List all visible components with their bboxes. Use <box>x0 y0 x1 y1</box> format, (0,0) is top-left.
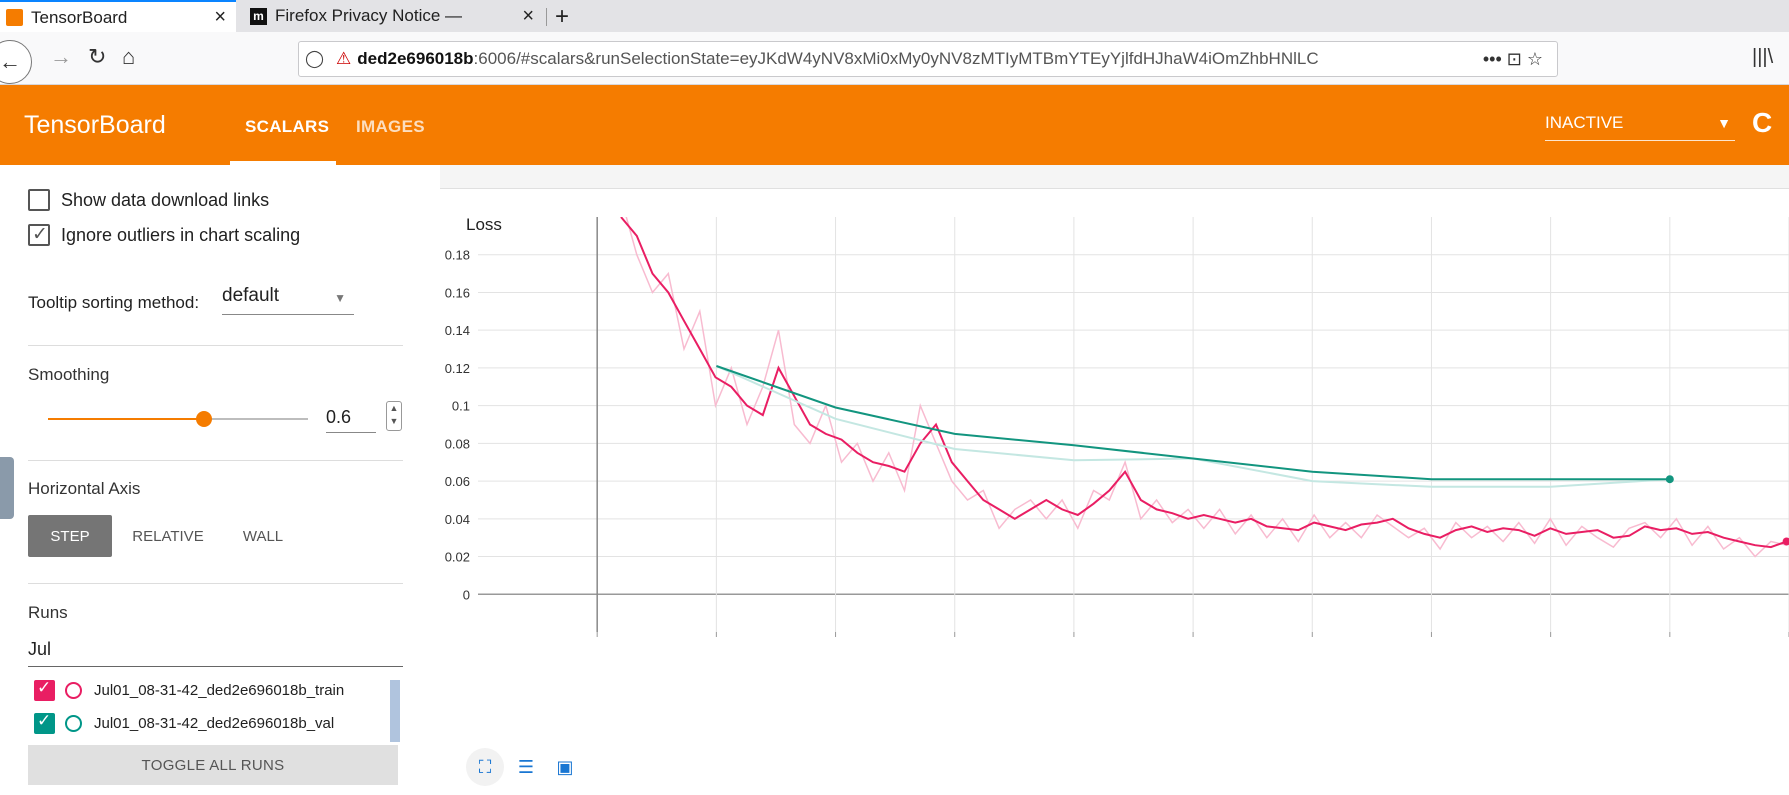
select-caret-icon: ▼ <box>334 291 346 305</box>
tab-title: TensorBoard <box>31 7 128 27</box>
y-tick-label: 0.08 <box>445 436 470 451</box>
chart-title: Loss <box>466 215 502 234</box>
library-icon[interactable]: |||\ <box>1752 46 1774 68</box>
dropdown-label: INACTIVE <box>1545 113 1624 132</box>
tab-scalars[interactable]: SCALARS <box>245 117 330 136</box>
smoothing-slider-track[interactable] <box>205 418 308 420</box>
runs-filter-input[interactable]: Jul <box>28 633 403 667</box>
run-item-val[interactable]: Jul01_08-31-42_ded2e696018b_val <box>34 711 335 734</box>
y-tick-label: 0.14 <box>445 323 470 338</box>
ignore-outliers-label: Ignore outliers in chart scaling <box>61 225 301 245</box>
mozilla-favicon-icon: m <box>250 7 267 25</box>
spin-up-icon[interactable]: ▲ <box>389 403 399 413</box>
fit-domain-icon[interactable]: ⛶ <box>466 748 504 786</box>
divider <box>28 583 403 584</box>
back-button[interactable]: ← <box>0 40 32 84</box>
y-tick-label: 0.04 <box>445 512 470 527</box>
tab-separator <box>546 8 547 26</box>
reload-page-button[interactable]: ↻ <box>88 44 107 69</box>
page-actions[interactable]: ••• ⊡ ☆ <box>1482 48 1543 69</box>
active-tab-indicator <box>230 161 336 165</box>
smoothing-value-input[interactable]: 0.6 <box>326 403 376 433</box>
app-title: TensorBoard <box>24 111 166 139</box>
y-tick-label: 0.1 <box>452 399 470 414</box>
val-smoothed-line <box>716 365 1670 481</box>
train-last-point <box>1782 537 1789 546</box>
tab-images[interactable]: IMAGES <box>356 117 425 136</box>
toggle-all-runs-button[interactable]: TOGGLE ALL RUNS <box>28 745 398 785</box>
y-tick-label: 0.12 <box>445 361 470 376</box>
run-train-label: Jul01_08-31-42_ded2e696018b_train <box>94 682 345 699</box>
show-download-links-checkbox[interactable] <box>28 189 50 211</box>
run-item-train[interactable]: Jul01_08-31-42_ded2e696018b_train <box>34 678 345 701</box>
expand-chart-icon[interactable]: ▣ <box>556 756 574 777</box>
val-last-point <box>1665 475 1674 484</box>
smoothing-label: Smoothing <box>28 365 110 384</box>
divider <box>28 460 403 461</box>
browser-tab-bar: TensorBoard × m Firefox Privacy Notice —… <box>0 0 1789 33</box>
axis-relative-button[interactable]: RELATIVE <box>132 527 204 545</box>
tensorboard-header: TensorBoard SCALARS IMAGES INACTIVE ▼ C <box>0 85 1789 165</box>
y-tick-label: 0 <box>463 587 470 602</box>
y-tick-label: 0.18 <box>445 248 470 263</box>
train-smoothed-line <box>620 217 1787 549</box>
dropdown-caret-icon: ▼ <box>1717 115 1731 131</box>
sidebar-collapse-handle[interactable] <box>0 457 14 519</box>
home-button[interactable]: ⌂ <box>122 44 136 69</box>
runs-scrollbar[interactable] <box>390 680 400 742</box>
run-train-checkbox[interactable] <box>34 678 55 701</box>
browser-tab-tensorboard[interactable]: TensorBoard × <box>0 0 236 33</box>
run-val-color-radio[interactable] <box>65 715 82 732</box>
y-tick-label: 0.06 <box>445 474 470 489</box>
insecure-lock-icon[interactable]: ⚠ <box>336 49 352 68</box>
browser-nav-bar: ← → ↻ ⌂ ◯ ⚠ ded2e696018b :6006/#scalars&… <box>0 32 1789 85</box>
back-arrow-icon: ← <box>0 49 21 74</box>
smoothing-slider-track-active[interactable] <box>48 418 205 420</box>
run-val-checkbox[interactable] <box>34 711 55 734</box>
new-tab-button[interactable]: + <box>555 3 570 30</box>
ignore-outliers-checkbox[interactable] <box>28 223 50 246</box>
url-path: :6006/#scalars&runSelectionState=eyJKdW4… <box>473 49 1319 68</box>
tab-title: Firefox Privacy Notice — <box>275 6 463 25</box>
main-panel: Loss 0.18 0.16 0.14 0.12 0.1 0.08 0.06 0.04 0.02… <box>440 165 1789 795</box>
browser-tab-firefox-privacy[interactable]: m Firefox Privacy Notice — × <box>244 0 544 32</box>
tensorboard-favicon-icon <box>6 9 23 26</box>
url-host: ded2e696018b <box>357 49 474 68</box>
sidebar: Show data download links Ignore outliers… <box>0 165 440 795</box>
loss-chart[interactable]: 0.18 0.16 0.14 0.12 0.1 0.08 0.06 0.04 0.02 0 <box>440 165 1789 795</box>
url-bar[interactable]: ◯ ⚠ ded2e696018b :6006/#scalars&runSelec… <box>298 41 1558 77</box>
y-tick-label: 0.02 <box>445 550 470 565</box>
run-train-color-radio[interactable] <box>65 682 82 699</box>
tracking-shield-icon[interactable]: ◯ <box>305 49 325 68</box>
divider <box>28 345 403 346</box>
axis-wall-button[interactable]: WALL <box>242 527 284 545</box>
close-tab-icon[interactable]: × <box>522 4 534 27</box>
spin-down-icon[interactable]: ▼ <box>389 416 399 426</box>
y-tick-label: 0.16 <box>445 285 470 300</box>
reload-data-icon[interactable]: C <box>1752 107 1773 138</box>
show-download-links-label: Show data download links <box>61 190 270 210</box>
smoothing-spinner[interactable]: ▲ ▼ <box>386 401 402 431</box>
tooltip-sorting-value: default <box>222 285 280 306</box>
tooltip-sorting-label: Tooltip sorting method: <box>28 293 200 312</box>
smoothing-slider-thumb[interactable] <box>196 411 212 427</box>
forward-button[interactable]: → <box>50 44 72 69</box>
main-top-strip <box>440 165 1789 189</box>
toggle-log-scale-icon[interactable]: ☰ <box>517 756 535 777</box>
axis-step-button[interactable]: STEP <box>28 515 112 557</box>
inactive-plugins-dropdown[interactable]: INACTIVE ▼ <box>1545 113 1735 141</box>
runs-label: Runs <box>28 603 68 622</box>
horizontal-axis-label: Horizontal Axis <box>28 479 141 498</box>
close-tab-icon[interactable]: × <box>214 6 226 28</box>
run-val-label: Jul01_08-31-42_ded2e696018b_val <box>94 715 335 732</box>
tooltip-sorting-select[interactable]: default ▼ <box>222 285 354 315</box>
train-raw-line <box>625 217 1787 558</box>
